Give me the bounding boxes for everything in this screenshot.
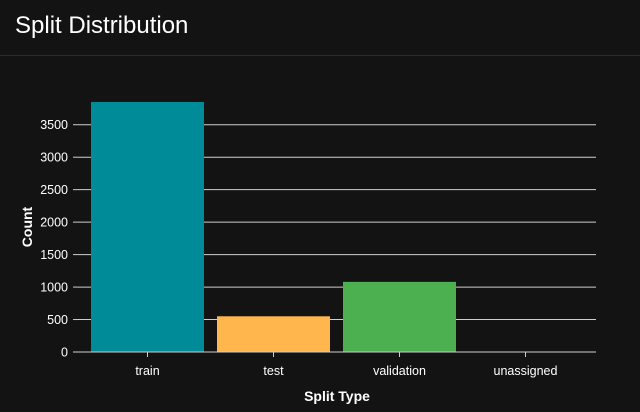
x-tick-label: validation: [373, 364, 426, 378]
bar-test[interactable]: [217, 316, 330, 352]
bar-validation[interactable]: [343, 281, 456, 352]
y-tick-label: 3000: [40, 151, 68, 165]
y-tick-label: 0: [61, 346, 68, 360]
tick-labels: 0 500 1000 1500 2000 2500 3000 3500 train test val…: [40, 118, 557, 378]
axes: [73, 124, 596, 357]
y-axis-title: Count: [19, 206, 35, 247]
bars: [91, 102, 456, 352]
y-tick-label: 2000: [40, 216, 68, 230]
bar-train[interactable]: [91, 102, 204, 352]
panel-header: Split Distribution: [0, 0, 640, 56]
y-tick-label: 500: [47, 313, 68, 327]
x-tick-label: unassigned: [494, 364, 558, 378]
x-axis-title: Split Type: [304, 388, 370, 404]
y-tick-label: 2500: [40, 183, 68, 197]
x-tick-label: test: [263, 364, 284, 378]
panel-title: Split Distribution: [15, 12, 189, 39]
y-tick-label: 1000: [40, 281, 68, 295]
x-tick-label: train: [135, 364, 159, 378]
y-tick-label: 1500: [40, 248, 68, 262]
y-tick-label: 3500: [40, 118, 68, 132]
